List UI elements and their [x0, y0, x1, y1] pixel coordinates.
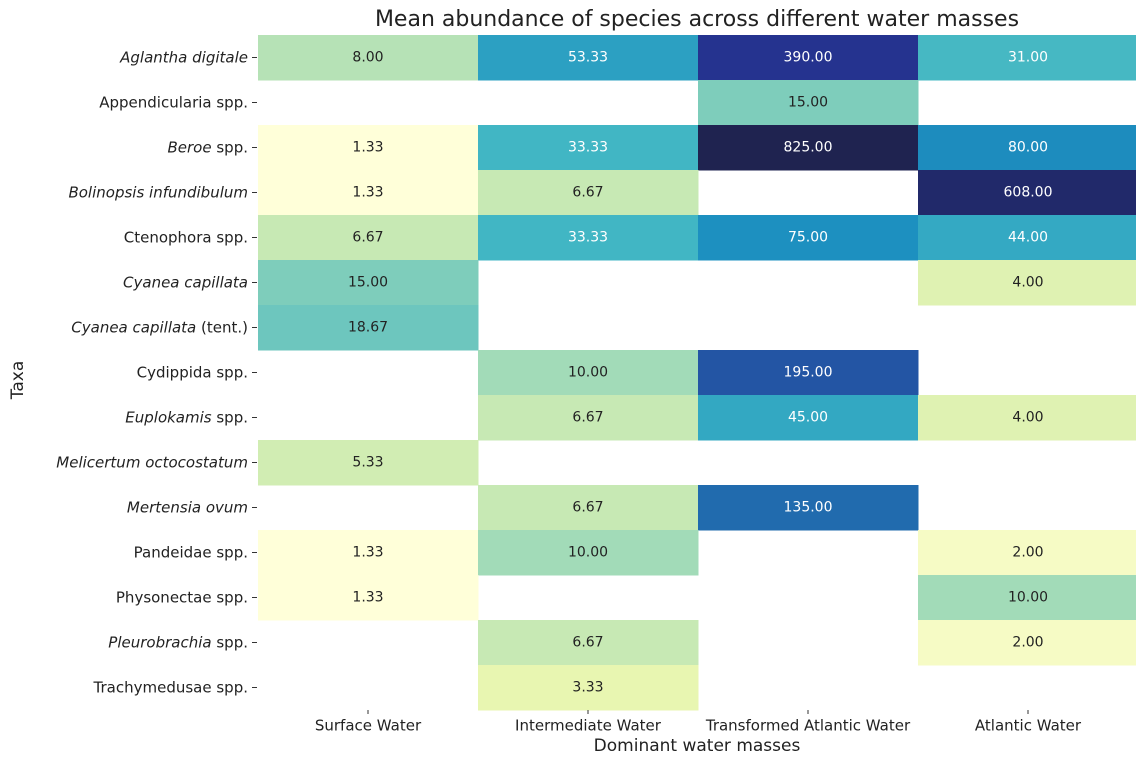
y-tick-label: Beroe spp.	[168, 138, 249, 156]
y-tick-label: Aglantha digitale	[119, 48, 248, 66]
heatmap-cell	[258, 170, 479, 216]
heatmap-cell	[698, 485, 919, 531]
cell-label: 6.67	[572, 410, 603, 426]
cell-label: 8.00	[352, 50, 383, 66]
heatmap-cell	[478, 125, 699, 171]
cell-label: 5.33	[352, 455, 383, 471]
x-tick-label: Transformed Atlantic Water	[705, 717, 911, 735]
y-axis-label: Taxa	[8, 361, 28, 400]
cell-label: 195.00	[784, 365, 833, 381]
heatmap-cell	[258, 530, 479, 576]
cell-label: 44.00	[1008, 230, 1048, 246]
heatmap-cell	[478, 170, 699, 216]
heatmap-cell	[918, 620, 1136, 666]
y-tick-label: Melicertum octocostatum	[56, 453, 248, 471]
heatmap-cell	[918, 35, 1136, 81]
y-tick-label: Mertensia ovum	[127, 498, 248, 516]
cell-label: 825.00	[784, 140, 833, 156]
cell-label: 45.00	[788, 410, 828, 426]
y-tick-label: Bolinopsis infundibulum	[68, 183, 248, 201]
y-tick-label: Pandeidae spp.	[134, 543, 248, 561]
heatmap-cell	[918, 575, 1136, 621]
cell-label: 6.67	[572, 185, 603, 201]
cell-label: 2.00	[1012, 545, 1043, 561]
heatmap-cell	[698, 350, 919, 396]
x-tick-label: Surface Water	[315, 717, 422, 735]
heatmap-cell	[258, 305, 479, 351]
cell-label: 31.00	[1008, 50, 1048, 66]
cell-label: 6.67	[352, 230, 383, 246]
heatmap-cell	[698, 215, 919, 261]
heatmap-cell	[258, 215, 479, 261]
heatmap-cell	[918, 170, 1136, 216]
cell-label: 53.33	[568, 50, 608, 66]
heatmap-cell	[918, 530, 1136, 576]
cell-label: 390.00	[784, 50, 833, 66]
cell-label: 1.33	[352, 590, 383, 606]
heatmap-cell	[478, 35, 699, 81]
cell-label: 10.00	[1008, 590, 1048, 606]
cell-label: 15.00	[788, 95, 828, 111]
heatmap-cell	[478, 665, 699, 711]
chart-title: Mean abundance of species across differe…	[375, 7, 1019, 32]
cell-label: 15.00	[348, 275, 388, 291]
cell-label: 608.00	[1004, 185, 1053, 201]
y-tick-label: Pleurobrachia spp.	[108, 633, 248, 651]
cell-label: 10.00	[568, 365, 608, 381]
y-tick-label: Physonectae spp.	[116, 588, 248, 606]
heatmap-cell	[918, 125, 1136, 171]
heatmap-cell	[698, 35, 919, 81]
x-tick-label: Intermediate Water	[515, 717, 662, 735]
x-tick-label: Atlantic Water	[975, 717, 1082, 735]
cell-label: 3.33	[572, 680, 603, 696]
cell-label: 33.33	[568, 140, 608, 156]
y-tick-label: Appendicularia spp.	[99, 93, 248, 111]
cell-label: 33.33	[568, 230, 608, 246]
heatmap-cell	[698, 80, 919, 126]
heatmap-cell	[478, 485, 699, 531]
heatmap-cell	[478, 215, 699, 261]
cell-label: 1.33	[352, 140, 383, 156]
heatmap-cell	[258, 260, 479, 306]
cell-label: 1.33	[352, 545, 383, 561]
y-tick-label: Cyanea capillata (tent.)	[71, 318, 248, 336]
heatmap-cell	[918, 395, 1136, 441]
cell-label: 4.00	[1012, 410, 1043, 426]
heatmap-cell	[918, 260, 1136, 306]
heatmap-cell	[258, 35, 479, 81]
heatmap-cell	[258, 125, 479, 171]
y-tick-label: Cyanea capillata	[123, 273, 248, 291]
heatmap-cell	[918, 215, 1136, 261]
cell-label: 2.00	[1012, 635, 1043, 651]
y-tick-label: Cydippida spp.	[137, 363, 248, 381]
cell-label: 10.00	[568, 545, 608, 561]
cell-label: 1.33	[352, 185, 383, 201]
y-tick-label: Trachymedusae spp.	[93, 678, 248, 696]
heatmap-cell	[478, 620, 699, 666]
y-tick-label: Ctenophora spp.	[124, 228, 248, 246]
cell-label: 18.67	[348, 320, 388, 336]
cell-label: 4.00	[1012, 275, 1043, 291]
heatmap-cell	[698, 125, 919, 171]
heatmap-cell	[478, 350, 699, 396]
cell-label: 135.00	[784, 500, 833, 516]
heatmap-cell	[698, 395, 919, 441]
heatmap-cell	[478, 395, 699, 441]
cell-label: 75.00	[788, 230, 828, 246]
heatmap-cell	[258, 440, 479, 486]
heatmap-cell	[258, 575, 479, 621]
heatmap-cell	[478, 530, 699, 576]
cell-label: 80.00	[1008, 140, 1048, 156]
y-tick-label: Euplokamis spp.	[125, 408, 248, 426]
cell-label: 6.67	[572, 635, 603, 651]
cell-label: 6.67	[572, 500, 603, 516]
x-axis-label: Dominant water masses	[594, 736, 801, 756]
